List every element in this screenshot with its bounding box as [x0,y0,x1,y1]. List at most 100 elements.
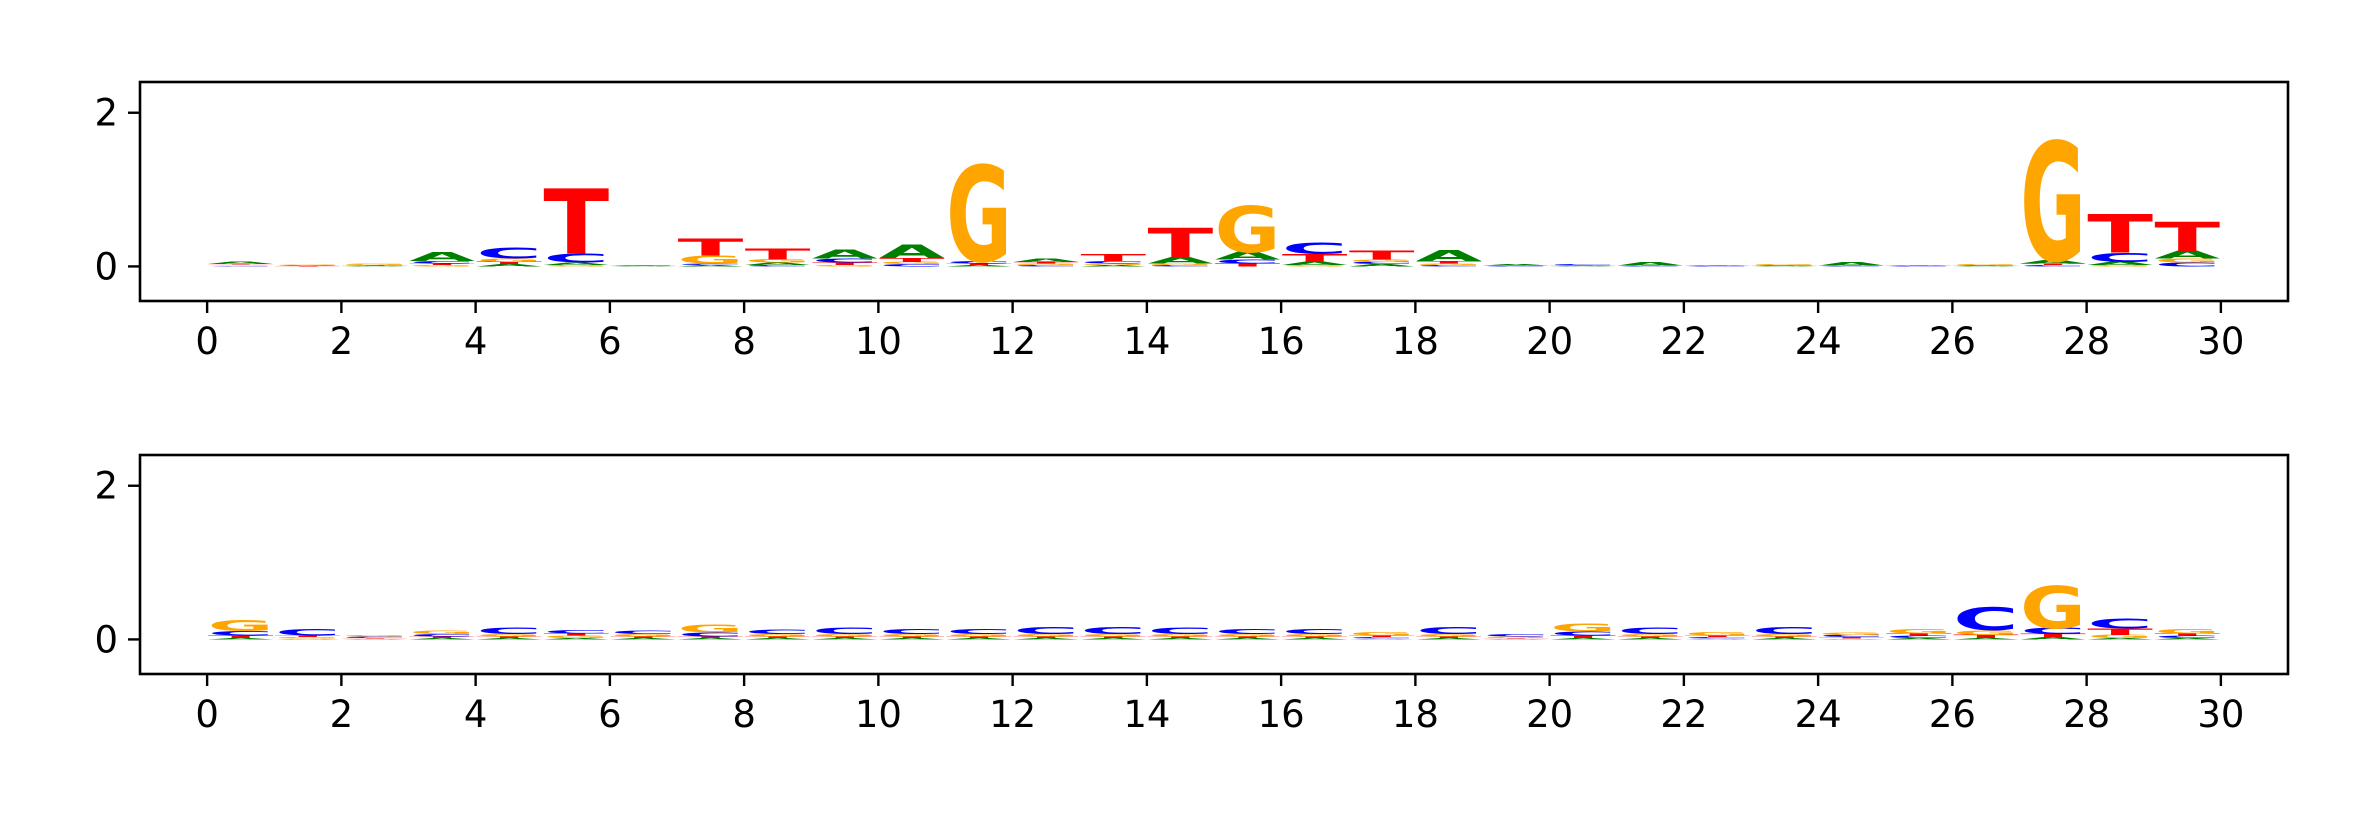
logo-letter-T-pos-15: T [1215,263,1281,268]
logo-letter-C-pos-13: C [1080,260,1146,264]
logo-letter-G-pos-1: G [275,637,341,639]
logo-letter-A-pos-14: A [1148,637,1214,639]
logo-letter-T-pos-29: T [2154,633,2220,637]
logo-letter-T-pos-0: T [208,635,274,639]
logo-letter-A-pos-24: A [1819,638,1885,639]
x-tick-label: 6 [598,693,622,736]
logo-letter-C-pos-8: C [745,628,811,635]
logo-letter-G-pos-2: G [342,263,408,265]
logo-letter-A-pos-10: A [879,637,945,639]
logo-letter-G-pos-11: G [946,139,1012,292]
logo-letter-C-pos-24: C [1819,634,1885,638]
x-tick-label: 22 [1660,320,1707,363]
logo-letter-G-pos-29: G [2154,627,2220,634]
logo-letter-C-pos-5: C [543,629,609,634]
x-tick-label: 16 [1258,693,1305,736]
logo-letter-C-pos-7: C [678,263,744,265]
logo-letter-A-pos-5: A [543,637,609,639]
logo-letter-A-pos-10: A [879,240,945,262]
logo-letter-A-pos-26: A [1953,266,2019,267]
logo-letter-T-pos-6: T [611,265,677,266]
logo-letter-T-pos-7: T [678,234,744,261]
logo-letter-T-pos-25: T [1886,265,1952,266]
x-tick-label: 4 [464,320,488,363]
logo-letter-T-pos-8: T [745,246,811,263]
logo-letter-C-pos-15: C [1215,627,1281,636]
logo-letter-A-pos-1: A [275,265,341,266]
logo-letter-T-pos-28: T [2087,204,2153,265]
logo-letter-T-pos-27: T [2020,263,2086,265]
logo-letter-T-pos-28: T [2087,627,2153,637]
logo-letter-T-pos-24: T [1819,265,1885,266]
logo-letter-T-pos-21: T [1617,265,1683,266]
x-tick-label: 0 [195,320,219,363]
logo-letter-A-pos-17: A [1349,264,1415,268]
logo-letter-C-pos-23: C [1752,266,1818,267]
logo-letter-G-pos-29: G [2154,258,2220,264]
logo-letter-G-pos-28: G [2087,634,2153,639]
logo-letter-C-pos-5: C [543,251,609,266]
logo-letter-G-pos-15: G [1215,633,1281,637]
y-tick-label: 0 [94,618,118,661]
logo-letter-A-pos-6: A [611,637,677,639]
x-tick-label: 20 [1526,693,1573,736]
x-tick-label: 10 [855,320,902,363]
logo-letter-A-pos-20: A [1550,637,1616,639]
logo-letter-T-pos-1: T [275,635,341,637]
logo-letter-G-pos-17: G [1349,632,1415,637]
logo-letter-C-pos-20: C [1550,631,1616,637]
logo-letter-A-pos-18: A [1416,637,1482,639]
logo-letter-T-pos-6: T [611,636,677,638]
x-tick-label: 4 [464,693,488,736]
logo-letter-G-pos-5: G [543,635,609,639]
logo-letter-G-pos-8: G [745,633,811,637]
x-tick-label: 8 [732,320,756,363]
logo-letter-A-pos-11: A [946,637,1012,639]
logo-letter-C-pos-4: C [476,626,542,636]
logo-letter-G-pos-24: G [1819,632,1885,636]
logo-letter-A-pos-25: A [1886,637,1952,639]
logo-letter-G-pos-10: G [879,633,945,637]
logo-letter-T-pos-22: T [1685,635,1751,637]
logo-letter-A-pos-23: A [1752,637,1818,639]
x-tick-label: 8 [732,693,756,736]
logo-letter-A-pos-18: A [1416,248,1482,265]
x-tick-label: 22 [1660,693,1707,736]
logo-letter-C-pos-21: C [1617,626,1683,636]
x-tick-label: 30 [2197,693,2244,736]
logo-letter-G-pos-16: G [1282,264,1348,266]
logo-letter-C-pos-26: C [1953,601,2019,638]
y-tick-label: 0 [94,245,118,288]
logo-letter-G-pos-18: G [1416,263,1482,265]
logo-letter-G-pos-26: G [1953,263,2019,265]
logo-letter-A-pos-29: A [2154,637,2220,639]
logo-letter-T-pos-15: T [1215,636,1281,638]
logo-letter-C-pos-11: C [946,627,1012,636]
x-tick-label: 10 [855,693,902,736]
logo-letter-T-pos-18: T [1416,636,1482,638]
logo-letter-G-pos-21: G [1617,633,1683,637]
logo-letter-G-pos-9: G [812,264,878,266]
logo-letter-T-pos-7: T [678,636,744,638]
logo-letter-A-pos-12: A [1013,258,1079,263]
logo-letter-T-pos-19: T [1483,638,1549,639]
logo-letter-T-pos-10: T [879,636,945,638]
logo-letter-T-pos-23: T [1752,265,1818,266]
logo-letter-G-pos-17: G [1349,259,1415,263]
logo-letter-A-pos-29: A [2154,249,2220,261]
x-tick-label: 20 [1526,320,1573,363]
x-tick-label: 2 [330,320,354,363]
logo-letter-T-pos-16: T [1282,252,1348,264]
logo-letter-G-pos-2: G [342,634,408,636]
logo-letter-A-pos-22: A [1685,264,1751,265]
x-tick-label: 18 [1392,693,1439,736]
logo-panel-2: ATCGAGTCATCGATCGATGCAGTCATGCATCGATGCATGC… [94,453,2290,736]
logo-letter-T-pos-4: T [476,636,542,638]
logo-letter-C-pos-7: C [678,631,744,637]
logo-letter-A-pos-13: A [1080,264,1146,266]
logo-letter-C-pos-21: C [1617,266,1683,267]
logo-letter-A-pos-9: A [812,637,878,639]
logo-letter-C-pos-6: C [611,630,677,635]
logo-letter-T-pos-1: T [275,266,341,267]
